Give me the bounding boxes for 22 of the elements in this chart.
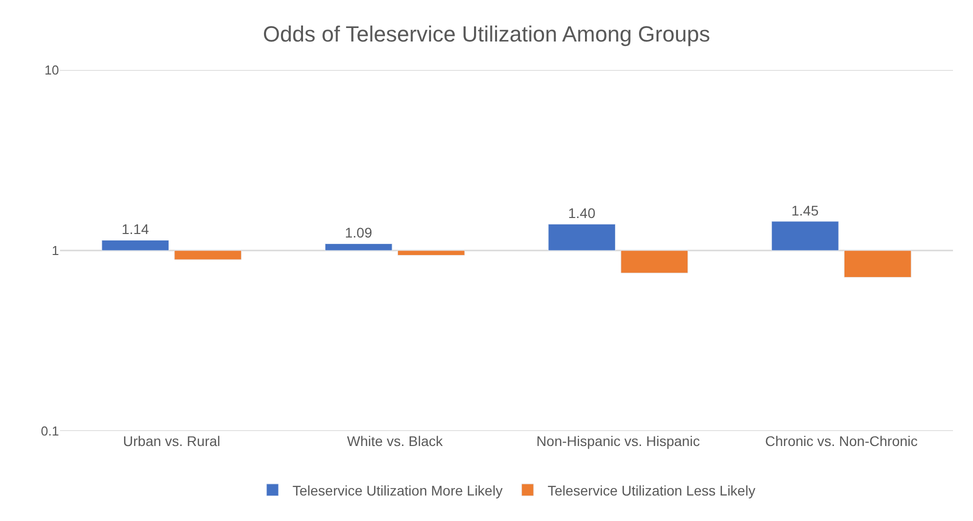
y-tick-label: 0.1 [40, 424, 59, 439]
x-tick-label: White vs. Black [347, 433, 444, 449]
data-label: 1.45 [791, 202, 819, 218]
x-tick-label: Chronic vs. Non-Chronic [765, 433, 918, 449]
y-tick-label: 1 [52, 243, 59, 258]
chart-title: Odds of Teleservice Utilization Among Groups [262, 21, 710, 46]
y-tick-label: 10 [44, 62, 59, 78]
bar [548, 224, 616, 251]
legend-label: Teleservice Utilization Less Likely [548, 482, 756, 498]
bar [771, 221, 839, 251]
legend-label: Teleservice Utilization More Likely [292, 482, 503, 498]
x-tick-label: Non-Hispanic vs. Hispanic [536, 433, 700, 449]
data-label: 1.40 [568, 205, 596, 222]
bar [102, 240, 170, 251]
bar [844, 250, 912, 278]
data-label: 1.14 [122, 221, 150, 238]
bar [174, 250, 242, 260]
bar [324, 243, 392, 251]
bar [397, 250, 465, 256]
x-tick-label: Urban vs. Rural [122, 433, 220, 449]
bar [620, 250, 688, 274]
data-label: 1.09 [344, 224, 372, 241]
